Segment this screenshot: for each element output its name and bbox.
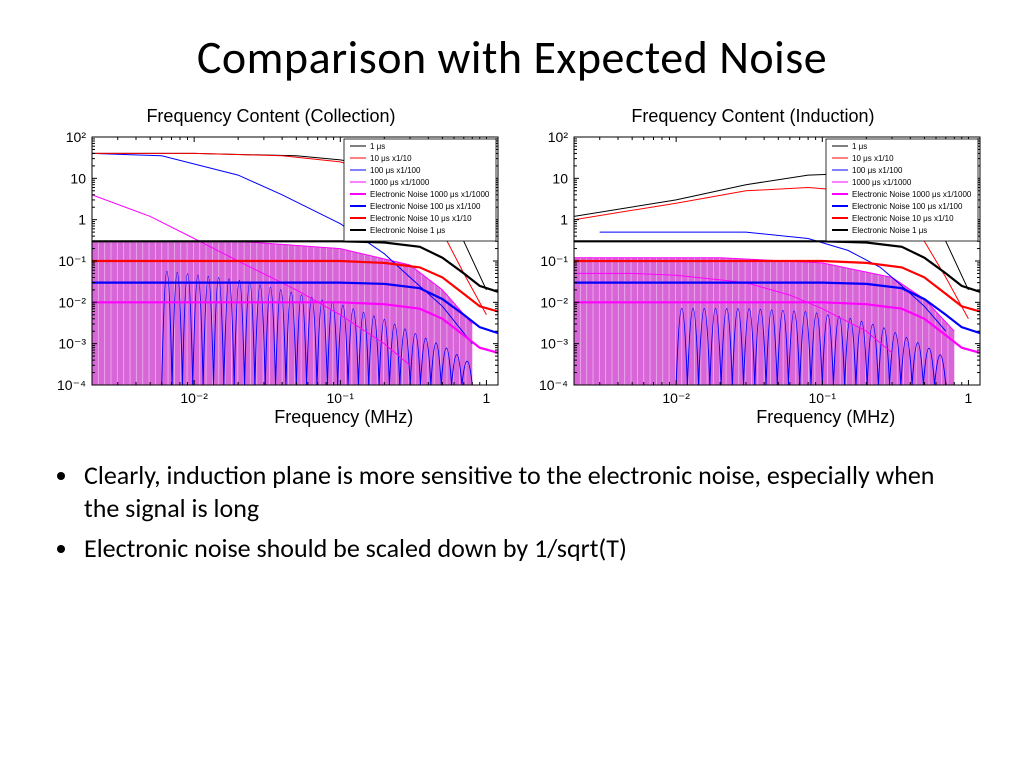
svg-text:10⁻⁴: 10⁻⁴ (539, 377, 568, 393)
svg-text:10⁻²: 10⁻² (180, 390, 208, 406)
svg-text:Frequency (MHz): Frequency (MHz) (756, 407, 895, 427)
chart-collection: Frequency Content (Collection) 10⁻⁴10⁻³1… (36, 106, 506, 431)
charts-row: Frequency Content (Collection) 10⁻⁴10⁻³1… (0, 106, 1024, 431)
svg-text:100 μs x1/100: 100 μs x1/100 (852, 166, 903, 175)
svg-text:Electronic Noise 10 μs x1/10: Electronic Noise 10 μs x1/10 (370, 214, 472, 223)
bullets: Clearly, induction plane is more sensiti… (80, 459, 964, 565)
svg-text:10²: 10² (548, 131, 569, 145)
svg-text:100 μs x1/100: 100 μs x1/100 (370, 166, 421, 175)
svg-text:1: 1 (78, 212, 86, 228)
slide-title: Comparison with Expected Noise (0, 30, 1024, 86)
svg-text:Frequency (MHz): Frequency (MHz) (274, 407, 413, 427)
svg-text:10: 10 (70, 170, 86, 186)
svg-text:Electronic Noise 1 μs: Electronic Noise 1 μs (852, 226, 927, 235)
svg-text:1 μs: 1 μs (852, 142, 867, 151)
svg-text:10⁻³: 10⁻³ (58, 336, 86, 352)
svg-text:1: 1 (483, 390, 491, 406)
svg-text:10 μs x1/10: 10 μs x1/10 (852, 154, 894, 163)
chart-title-left: Frequency Content (Collection) (146, 106, 395, 127)
svg-text:Electronic Noise 100 μs x1/100: Electronic Noise 100 μs x1/100 (852, 202, 963, 211)
svg-text:10: 10 (552, 170, 568, 186)
svg-text:10⁻¹: 10⁻¹ (326, 390, 354, 406)
svg-text:10²: 10² (66, 131, 87, 145)
svg-text:10⁻³: 10⁻³ (540, 336, 568, 352)
svg-text:1 μs: 1 μs (370, 142, 385, 151)
svg-text:Electronic Noise 1000 μs x1/10: Electronic Noise 1000 μs x1/1000 (370, 190, 490, 199)
chart-svg-right: 10⁻⁴ 10⁻³ 10⁻² 10⁻¹ 1 10 10² 10⁻² 10⁻¹ 1 Frequency… (518, 131, 988, 431)
svg-text:10⁻¹: 10⁻¹ (58, 253, 86, 269)
bullet-2: Electronic noise should be scaled down b… (80, 532, 964, 565)
svg-text:10⁻¹: 10⁻¹ (808, 390, 836, 406)
svg-text:10⁻⁴: 10⁻⁴ (57, 377, 86, 393)
svg-text:1: 1 (560, 212, 568, 228)
svg-text:10⁻²: 10⁻² (58, 294, 86, 310)
chart-svg-left: 10⁻⁴ 10⁻³ 10⁻² 10⁻¹ 1 10 10² 10⁻² 10⁻¹ 1 Frequency… (36, 131, 506, 431)
svg-text:Electronic Noise 10 μs x1/10: Electronic Noise 10 μs x1/10 (852, 214, 954, 223)
chart-induction: Frequency Content (Induction) 10⁻⁴10⁻³10… (518, 106, 988, 431)
svg-text:1000 μs x1/1000: 1000 μs x1/1000 (370, 178, 430, 187)
svg-text:1000 μs x1/1000: 1000 μs x1/1000 (852, 178, 912, 187)
chart-title-right: Frequency Content (Induction) (631, 106, 874, 127)
bullet-1: Clearly, induction plane is more sensiti… (80, 459, 964, 524)
svg-text:10⁻¹: 10⁻¹ (540, 253, 568, 269)
svg-text:Electronic Noise 1 μs: Electronic Noise 1 μs (370, 226, 445, 235)
svg-text:10⁻²: 10⁻² (540, 294, 568, 310)
svg-text:Electronic Noise 100 μs x1/100: Electronic Noise 100 μs x1/100 (370, 202, 481, 211)
svg-text:10⁻²: 10⁻² (662, 390, 690, 406)
svg-text:10 μs x1/10: 10 μs x1/10 (370, 154, 412, 163)
svg-text:1: 1 (965, 390, 973, 406)
svg-text:Electronic Noise 1000 μs x1/10: Electronic Noise 1000 μs x1/1000 (852, 190, 972, 199)
